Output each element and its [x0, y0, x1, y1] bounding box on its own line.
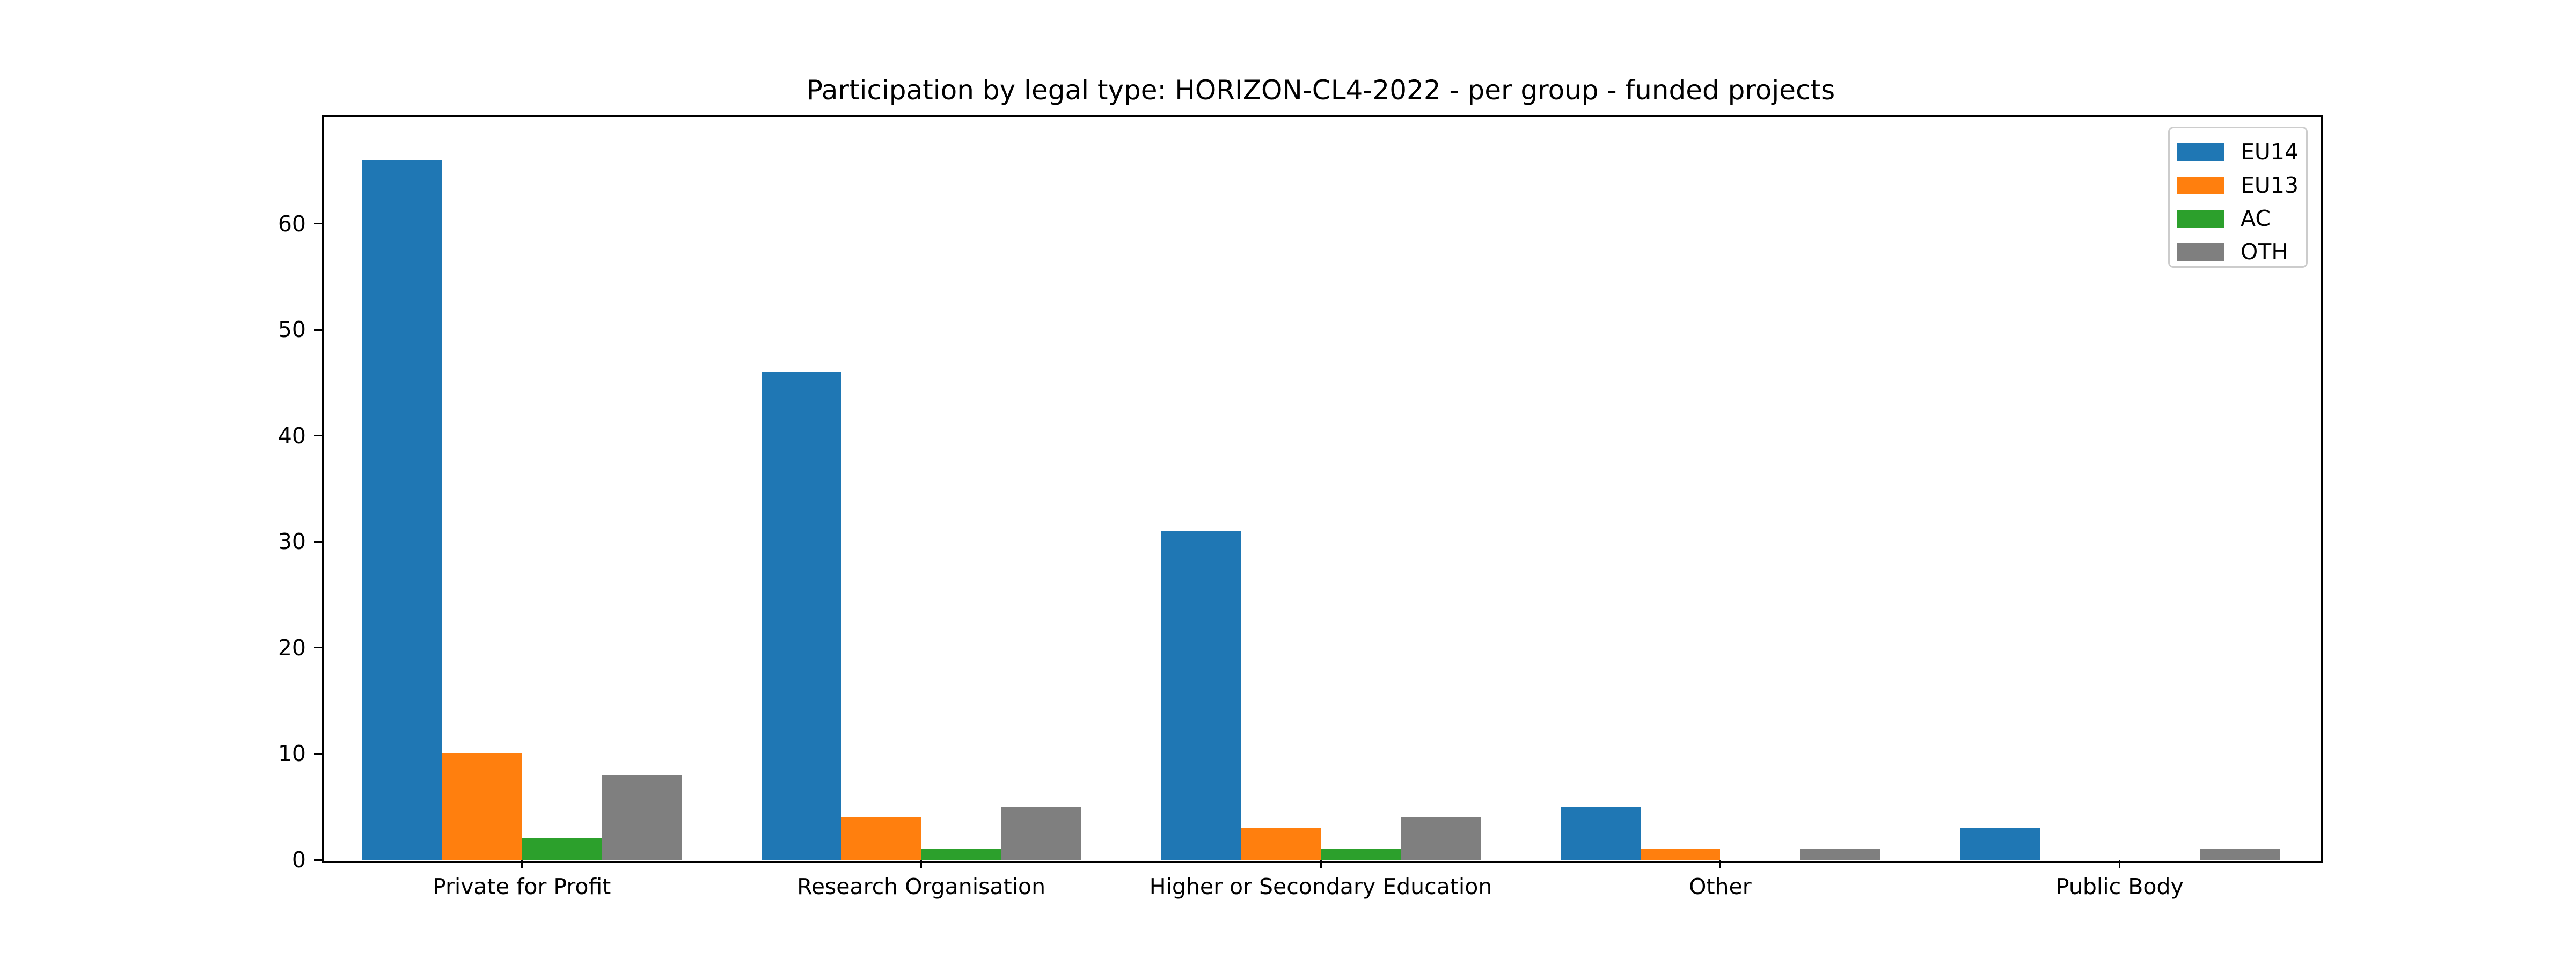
y-axis-tick — [314, 540, 322, 543]
y-axis-tick — [314, 435, 322, 437]
bar-eu13-other — [1640, 849, 1721, 860]
legend-item-oth: OTH — [2177, 235, 2306, 268]
bar-oth-other — [1800, 849, 1880, 860]
x-axis-tick — [2119, 860, 2121, 868]
legend-swatch-oth — [2177, 243, 2224, 261]
y-axis-tick-label: 60 — [277, 210, 306, 237]
bar-oth-higher-or-secondary-education — [1400, 817, 1481, 860]
bar-eu13-private-for-profit — [442, 753, 522, 860]
bar-oth-private-for-profit — [602, 774, 682, 860]
legend-label: EU14 — [2241, 138, 2299, 165]
legend-item-eu13: EU13 — [2177, 169, 2306, 202]
plot-area — [322, 115, 2323, 863]
y-axis-tick-label: 40 — [277, 422, 306, 449]
bar-ac-higher-or-secondary-education — [1321, 849, 1401, 860]
bar-eu14-other — [1560, 807, 1641, 860]
x-axis-tick-label-public-body: Public Body — [2055, 874, 2184, 899]
legend: EU14 EU13 AC OTH — [2168, 127, 2308, 268]
x-axis-tick — [1719, 860, 1721, 868]
y-axis-tick — [314, 328, 322, 331]
legend-swatch-eu13 — [2177, 176, 2224, 194]
x-axis-tick — [521, 860, 523, 868]
x-axis-tick-label-higher-or-secondary-education: Higher or Secondary Education — [1149, 874, 1492, 899]
x-axis-tick — [1320, 860, 1322, 868]
x-axis-tick — [920, 860, 923, 868]
y-axis-tick — [314, 752, 322, 755]
x-axis-tick-label-other: Other — [1689, 874, 1752, 899]
bar-ac-research-organisation — [921, 849, 1001, 860]
x-axis-tick-label-private-for-profit: Private for Profit — [433, 874, 611, 899]
bar-eu14-private-for-profit — [362, 159, 442, 860]
bar-oth-public-body — [2199, 849, 2280, 860]
bar-eu13-research-organisation — [841, 817, 921, 860]
y-axis-tick-label: 50 — [277, 317, 306, 343]
bar-eu13-higher-or-secondary-education — [1241, 828, 1321, 860]
y-axis-tick-label: 20 — [277, 634, 306, 661]
y-axis-tick-label: 30 — [277, 529, 306, 555]
y-axis-tick-label: 10 — [277, 741, 306, 767]
chart-title: Participation by legal type: HORIZON-CL4… — [806, 75, 1835, 106]
y-axis-tick — [314, 647, 322, 649]
y-axis-tick-label: 0 — [291, 847, 306, 873]
legend-swatch-ac — [2177, 209, 2224, 228]
legend-swatch-eu14 — [2177, 143, 2224, 161]
y-axis-tick — [314, 223, 322, 225]
x-axis-tick-label-research-organisation: Research Organisation — [797, 874, 1046, 899]
bar-oth-research-organisation — [1001, 807, 1081, 860]
legend-label: EU13 — [2241, 172, 2299, 198]
bar-eu14-higher-or-secondary-education — [1161, 531, 1241, 860]
legend-item-eu14: EU14 — [2177, 135, 2306, 169]
y-axis-tick — [314, 859, 322, 861]
legend-label: AC — [2241, 205, 2271, 231]
legend-item-ac: AC — [2177, 202, 2306, 235]
bar-ac-private-for-profit — [522, 838, 602, 860]
bar-eu14-public-body — [1960, 828, 2040, 860]
legend-label: OTH — [2241, 238, 2288, 265]
bar-eu14-research-organisation — [761, 372, 841, 860]
